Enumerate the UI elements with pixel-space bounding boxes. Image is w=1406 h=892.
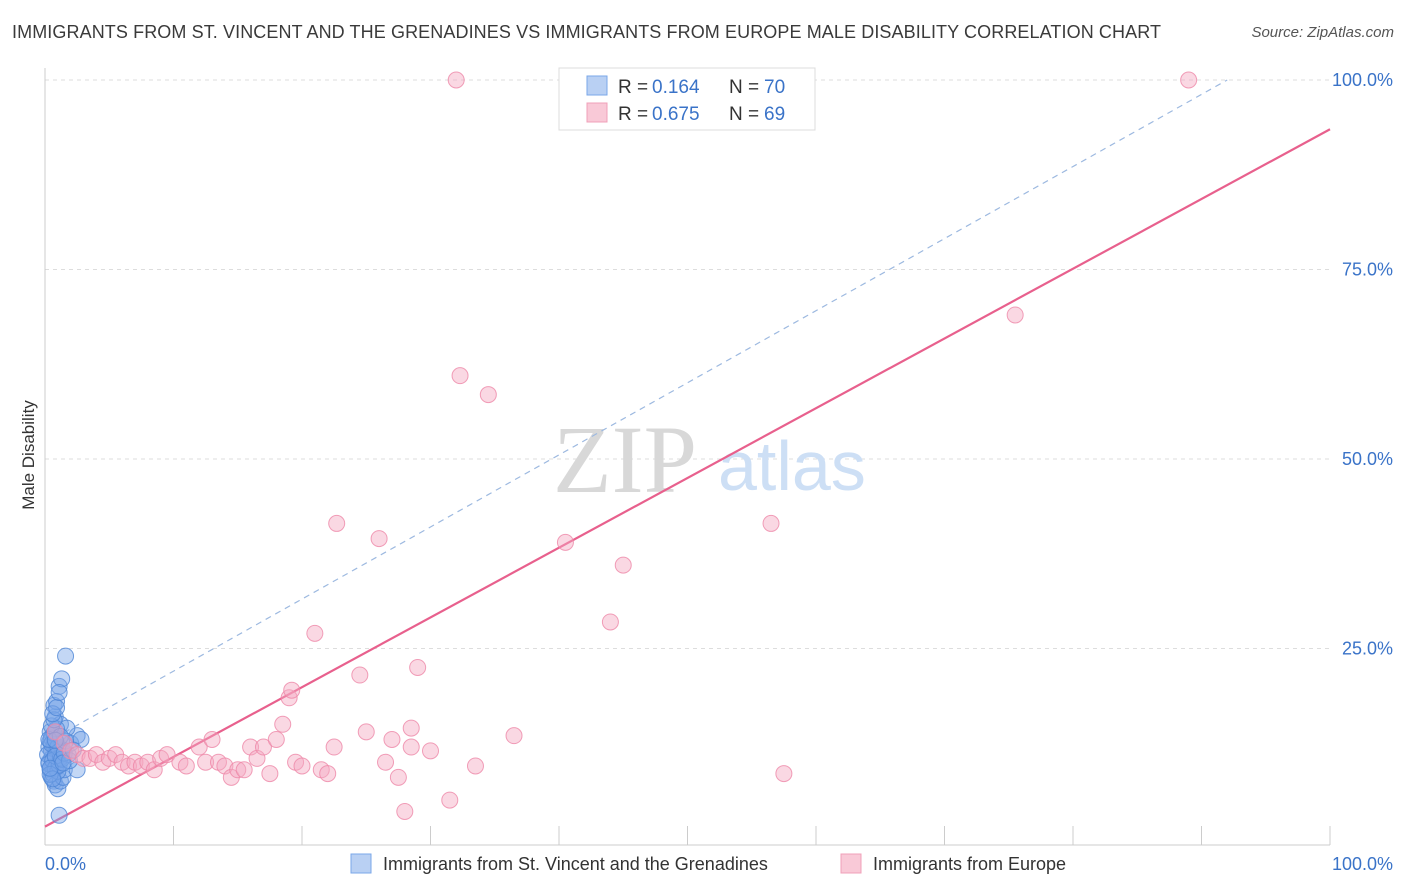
stats-n-value-b: 69 xyxy=(764,104,785,125)
point-series-b xyxy=(505,727,523,745)
point-series-b xyxy=(383,730,401,748)
point-series-b xyxy=(306,624,324,642)
point-series-b xyxy=(1180,71,1198,89)
stats-r-value-a: 0.164 xyxy=(652,77,700,98)
point-series-b xyxy=(235,761,253,779)
legend-swatch-b xyxy=(840,853,862,874)
point-series-b xyxy=(328,514,346,532)
point-series-b xyxy=(762,514,780,532)
watermark-zip: ZIP xyxy=(553,406,697,513)
point-series-b xyxy=(267,730,285,748)
x-tick-label: 100.0% xyxy=(1332,854,1393,874)
point-series-b xyxy=(325,738,343,756)
point-series-b xyxy=(75,749,93,767)
point-series-a xyxy=(41,765,59,783)
point-series-b xyxy=(466,757,484,775)
point-series-b xyxy=(402,719,420,737)
point-series-b xyxy=(274,715,292,733)
source-credit: Source: ZipAtlas.com xyxy=(1251,24,1394,41)
point-series-b xyxy=(254,738,272,756)
y-tick-label: 50.0% xyxy=(1342,449,1393,469)
legend-swatch-a xyxy=(350,853,372,874)
chart-title: IMMIGRANTS FROM ST. VINCENT AND THE GREN… xyxy=(12,22,1162,42)
stats-n-label-b: N = xyxy=(729,104,759,125)
point-series-a xyxy=(48,699,66,717)
tick-labels: 25.0% 50.0% 75.0% 100.0% 0.0% 100.0% xyxy=(45,70,1393,874)
stats-legend: R = 0.164 N = 70 R = 0.675 N = 69 xyxy=(558,67,816,131)
point-series-b xyxy=(614,556,632,574)
point-series-b xyxy=(422,742,439,760)
stats-swatch-a xyxy=(586,75,608,96)
legend-label-b: Immigrants from Europe xyxy=(873,854,1066,874)
point-series-b xyxy=(46,723,64,741)
trendline-series-b xyxy=(44,128,1331,828)
point-series-b xyxy=(377,753,395,771)
stats-r-label-b: R = xyxy=(618,104,648,125)
point-series-a xyxy=(50,806,68,824)
legend-label-a: Immigrants from St. Vincent and the Gren… xyxy=(383,854,768,874)
point-series-b xyxy=(261,765,279,783)
watermark-atlas: atlas xyxy=(718,427,866,505)
point-series-b xyxy=(370,530,388,548)
y-axis-label: Male Disability xyxy=(19,400,38,510)
point-series-b xyxy=(351,666,369,684)
watermark: ZIP atlas xyxy=(553,406,866,513)
point-series-b xyxy=(396,802,414,820)
point-series-b xyxy=(441,791,459,809)
point-series-b xyxy=(1006,306,1024,324)
point-series-b xyxy=(556,533,574,551)
point-series-b xyxy=(203,730,221,748)
stats-n-label-a: N = xyxy=(729,77,759,98)
series-legend: Immigrants from St. Vincent and the Gren… xyxy=(350,853,1066,874)
point-series-b xyxy=(229,761,247,779)
stats-n-value-a: 70 xyxy=(764,77,785,98)
grid-lines xyxy=(45,79,1330,649)
point-series-b xyxy=(197,753,215,771)
y-tick-label: 25.0% xyxy=(1342,639,1393,659)
point-series-b xyxy=(479,386,497,404)
point-series-b xyxy=(402,738,420,756)
y-tick-label: 75.0% xyxy=(1342,260,1393,280)
point-series-b xyxy=(775,765,793,783)
point-series-b xyxy=(447,71,465,89)
stats-r-value-b: 0.675 xyxy=(652,104,700,125)
point-series-b xyxy=(409,658,427,676)
point-series-a xyxy=(54,754,72,772)
stats-r-label-a: R = xyxy=(618,77,648,98)
point-series-a xyxy=(50,683,68,701)
point-series-b xyxy=(158,746,176,764)
y-tick-label: 100.0% xyxy=(1332,70,1393,90)
point-series-a xyxy=(44,770,62,788)
trend-lines xyxy=(44,79,1331,828)
point-series-b xyxy=(293,757,311,775)
point-series-b xyxy=(601,613,619,631)
point-series-b xyxy=(451,367,469,385)
point-series-b xyxy=(283,681,301,699)
trendline-series-a xyxy=(44,79,1228,744)
point-series-a xyxy=(41,759,59,777)
stats-swatch-b xyxy=(586,102,608,123)
x-tick-label: 0.0% xyxy=(45,854,86,874)
point-series-a xyxy=(53,670,71,688)
series-b-points xyxy=(46,71,1198,820)
series-a-points xyxy=(39,647,90,824)
point-series-b xyxy=(357,723,375,741)
point-series-b xyxy=(389,768,407,786)
point-series-a xyxy=(57,647,75,665)
point-series-b xyxy=(319,765,337,783)
point-series-b xyxy=(177,757,195,775)
point-series-b xyxy=(190,738,208,756)
